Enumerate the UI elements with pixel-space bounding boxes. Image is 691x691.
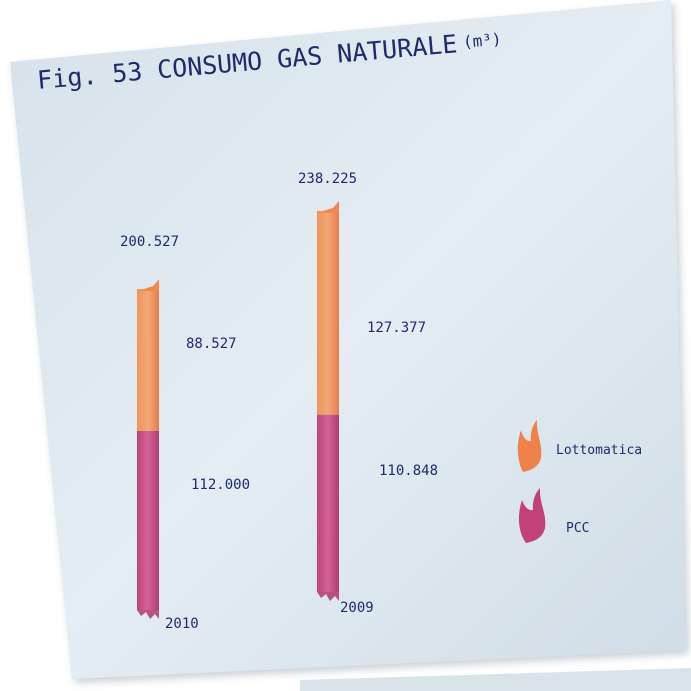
bar-pcc-2009 [317,414,339,592]
title-unit: (m³) [462,29,503,52]
legend-label-lottomatica: Lottomatica [556,443,643,458]
x-tick-2010: 2010 [165,616,199,632]
back-card [300,668,691,691]
bar-lottomatica-2010 [137,289,159,431]
bars-group [137,200,339,619]
bar-pcc-2010 [137,430,159,610]
bar-tip-2010 [137,279,159,292]
total-label-2009: 238.225 [298,171,358,187]
total-label-2010: 200.527 [120,234,180,250]
legend-lottomatica-swatch [517,420,542,472]
card-background [10,0,686,679]
pcc-value-2009: 110.848 [379,463,439,479]
x-tick-2009: 2009 [340,600,374,616]
bar-lottomatica-2009 [317,210,339,415]
legend-pcc-swatch [518,488,546,543]
bar-pcc-base-2009 [317,592,339,601]
bar-pcc-base-2010 [137,610,159,619]
bar-tip-2009 [317,200,339,213]
lottomatica-value-2010: 88.527 [186,336,237,352]
legend-label-pcc: PCC [566,521,590,536]
lottomatica-value-2009: 127.377 [367,320,427,336]
pcc-value-2010: 112.000 [191,477,251,493]
